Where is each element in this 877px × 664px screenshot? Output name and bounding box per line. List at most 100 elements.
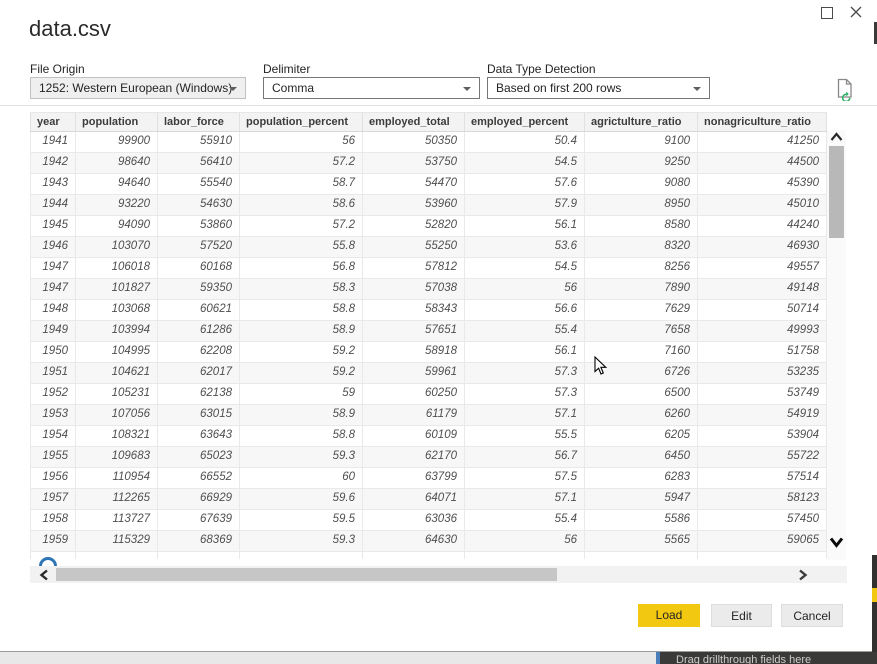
scroll-right-icon[interactable]: [798, 569, 808, 581]
table-cell: 58918: [363, 342, 465, 362]
table-cell: 55.4: [465, 510, 585, 530]
table-cell: 62208: [158, 342, 240, 362]
table-cell: 1942: [30, 153, 76, 173]
table-cell: 1948: [30, 300, 76, 320]
table-cell: 55.5: [465, 426, 585, 446]
table-cell: 6205: [585, 426, 698, 446]
table-cell: 103068: [76, 300, 158, 320]
table-cell: 58.8: [240, 300, 363, 320]
table-cell: 63036: [363, 510, 465, 530]
table-row: 1947 101827 59350 58.3 57038 56 7890 49148: [30, 279, 827, 300]
table-cell: 56410: [158, 153, 240, 173]
background-divider: [656, 652, 660, 664]
table-cell: 57.2: [240, 153, 363, 173]
table-cell: 57450: [698, 510, 827, 530]
table-cell: [76, 552, 158, 559]
table-cell: 1943: [30, 174, 76, 194]
table-cell: 98640: [76, 153, 158, 173]
table-cell: 66552: [158, 468, 240, 488]
scroll-left-icon[interactable]: [39, 569, 49, 581]
table-cell: 45010: [698, 195, 827, 215]
scroll-down-icon[interactable]: [829, 536, 844, 548]
table-cell: 112265: [76, 489, 158, 509]
table-cell: 6726: [585, 363, 698, 383]
table-cell: 53960: [363, 195, 465, 215]
drillthrough-well: Drag drillthrough fields here: [660, 652, 877, 664]
column-header-employed_total: employed_total: [363, 113, 465, 131]
edit-button[interactable]: Edit: [711, 604, 772, 627]
table-cell: 9080: [585, 174, 698, 194]
scroll-up-icon[interactable]: [830, 132, 843, 142]
table-row: 1941 99900 55910 56 50350 50.4 9100 41250: [30, 132, 827, 153]
table-cell: 9250: [585, 153, 698, 173]
table-cell: 1959: [30, 531, 76, 551]
table-row: 1943 94640 55540 58.7 54470 57.6 9080 45390: [30, 174, 827, 195]
cancel-button[interactable]: Cancel: [781, 604, 843, 627]
table-cell: 63643: [158, 426, 240, 446]
table-cell: 59.6: [240, 489, 363, 509]
table-cell: 8256: [585, 258, 698, 278]
caret-down-icon: [463, 87, 471, 91]
table-cell: 1949: [30, 321, 76, 341]
mouse-cursor-icon: [594, 356, 608, 375]
table-cell: 59: [240, 384, 363, 404]
dialog-bottom-border: [0, 651, 877, 652]
table-cell: 64071: [363, 489, 465, 509]
table-cell: 56: [240, 132, 363, 152]
table-cell: 108321: [76, 426, 158, 446]
dialog-title: data.csv: [29, 16, 111, 41]
table-row: 1949 103994 61286 58.9 57651 55.4 7658 49993: [30, 321, 827, 342]
table-cell: 50.4: [465, 132, 585, 152]
table-cell: 56: [465, 279, 585, 299]
data-type-detection-select[interactable]: Based on first 200 rows: [487, 77, 710, 99]
table-cell: 56.1: [465, 342, 585, 362]
delimiter-select[interactable]: Comma: [263, 77, 480, 99]
table-cell: 57514: [698, 468, 827, 488]
table-cell: 59.3: [240, 531, 363, 551]
table-cell: 64630: [363, 531, 465, 551]
table-row: 1953 107056 63015 58.9 61179 57.1 6260 54919: [30, 405, 827, 426]
table-row: 1945 94090 53860 57.2 52820 56.1 8580 44240: [30, 216, 827, 237]
table-cell: 56.1: [465, 216, 585, 236]
table-cell: 60250: [363, 384, 465, 404]
table-cell: 9100: [585, 132, 698, 152]
maximize-icon[interactable]: [821, 7, 833, 19]
table-cell: 1951: [30, 363, 76, 383]
table-cell: 1955: [30, 447, 76, 467]
table-cell: 53.6: [465, 237, 585, 257]
file-origin-value: 1252: Western European (Windows): [39, 81, 233, 95]
table-cell: 54919: [698, 405, 827, 425]
table-cell: 7629: [585, 300, 698, 320]
table-body: 1941 99900 55910 56 50350 50.4 9100 41250 1942 98…: [30, 132, 827, 559]
table-cell: 45390: [698, 174, 827, 194]
table-row: 1956 110954 66552 60 63799 57.5 6283 57514: [30, 468, 827, 489]
close-icon[interactable]: [849, 5, 863, 19]
table-cell: 58.6: [240, 195, 363, 215]
table-cell: 105231: [76, 384, 158, 404]
table-cell: 6260: [585, 405, 698, 425]
table-cell: 52820: [363, 216, 465, 236]
table-cell: 55.8: [240, 237, 363, 257]
table-cell: 56: [465, 531, 585, 551]
drillthrough-hint-text: Drag drillthrough fields here: [676, 654, 812, 664]
table-cell: 6500: [585, 384, 698, 404]
column-header-labor_force: labor_force: [158, 113, 240, 131]
load-button[interactable]: Load: [638, 604, 700, 627]
table-cell: 5565: [585, 531, 698, 551]
table-cell: 53750: [363, 153, 465, 173]
table-row: 1959 115329 68369 59.3 64630 56 5565 59065: [30, 531, 827, 552]
table-cell: 60168: [158, 258, 240, 278]
table-cell: 58.7: [240, 174, 363, 194]
table-cell: [240, 552, 363, 559]
horizontal-scrollbar-thumb[interactable]: [56, 568, 557, 581]
table-cell: 57812: [363, 258, 465, 278]
table-row: 1954 108321 63643 58.8 60109 55.5 6205 53904: [30, 426, 827, 447]
refresh-preview-icon[interactable]: [835, 78, 856, 101]
table-cell: 6283: [585, 468, 698, 488]
file-origin-select[interactable]: 1252: Western European (Windows): [30, 77, 246, 99]
table-cell: 55540: [158, 174, 240, 194]
vertical-scrollbar-thumb[interactable]: [829, 146, 844, 238]
table-cell: 63799: [363, 468, 465, 488]
table-cell: 7160: [585, 342, 698, 362]
table-cell: 1945: [30, 216, 76, 236]
